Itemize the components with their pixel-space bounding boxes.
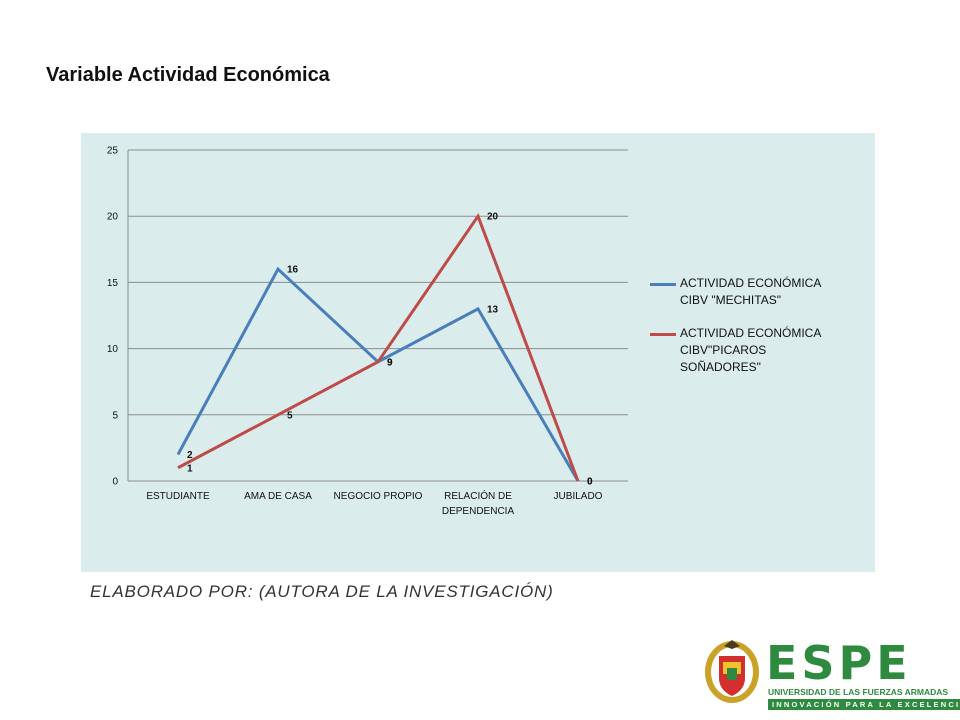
logo-tagline: INNOVACIÓN PARA LA EXCELENCIA — [768, 699, 960, 710]
data-label-s1-1: 5 — [287, 410, 293, 421]
x-tick-label-1: AMA DE CASA — [244, 491, 312, 502]
data-label-s1-0: 1 — [187, 463, 193, 474]
series-line-1 — [177, 212, 580, 482]
legend-swatch-mechitas — [650, 283, 676, 286]
slide-title: Variable Actividad Económica — [46, 64, 330, 86]
y-tick-label-5: 5 — [112, 410, 118, 421]
legend-label-mechitas: ACTIVIDAD ECONÓMICA CIBV "MECHITAS" — [680, 276, 821, 307]
y-tick-label-15: 15 — [107, 278, 119, 289]
data-label-s0-0: 2 — [187, 450, 193, 461]
legend-label-picaros: ACTIVIDAD ECONÓMICA CIBV"PICAROS SOÑADOR… — [680, 326, 821, 374]
logo-subtitle: UNIVERSIDAD DE LAS FUERZAS ARMADAS — [768, 687, 949, 697]
y-tick-label-20: 20 — [107, 212, 119, 223]
series-line-0 — [176, 266, 580, 482]
y-tick-label-10: 10 — [107, 344, 119, 355]
y-tick-label-25: 25 — [107, 146, 119, 157]
x-tick-label-3: RELACIÓN DE DEPENDENCIA — [442, 489, 515, 517]
data-label-s0-4: 0 — [587, 477, 593, 488]
data-label-s0-2: 9 — [387, 357, 393, 368]
legend-item-mechitas: ACTIVIDAD ECONÓMICA CIBV "MECHITAS" — [650, 275, 850, 309]
espe-logo: ESPE UNIVERSIDAD DE LAS FUERZAS ARMADAS … — [700, 636, 960, 712]
chart-legend: ACTIVIDAD ECONÓMICA CIBV "MECHITAS" ACTI… — [650, 275, 850, 392]
legend-swatch-picaros — [650, 333, 676, 336]
data-label-s1-3: 20 — [487, 212, 499, 223]
legend-item-picaros: ACTIVIDAD ECONÓMICA CIBV"PICAROS SOÑADOR… — [650, 325, 850, 376]
x-tick-label-2: NEGOCIO PROPIO — [334, 491, 423, 502]
data-label-s0-3: 13 — [487, 304, 499, 315]
chart-panel: 0 5 10 15 20 25 ESTUDIANTE AMA DE CASA NEGOCIO P… — [81, 133, 875, 572]
y-tick-label-0: 0 — [112, 477, 118, 488]
source-caption: ELABORADO POR: (AUTORA DE LA INVESTIGACI… — [90, 582, 554, 601]
data-label-s1-4: 0 — [587, 477, 593, 488]
university-shield-icon — [705, 640, 759, 703]
x-tick-label-4: JUBILADO — [554, 491, 603, 502]
data-label-s1-2: 9 — [387, 357, 393, 368]
x-tick-label-0: ESTUDIANTE — [146, 491, 210, 502]
logo-wordmark: ESPE — [766, 636, 912, 690]
data-label-s0-1: 16 — [287, 265, 299, 276]
